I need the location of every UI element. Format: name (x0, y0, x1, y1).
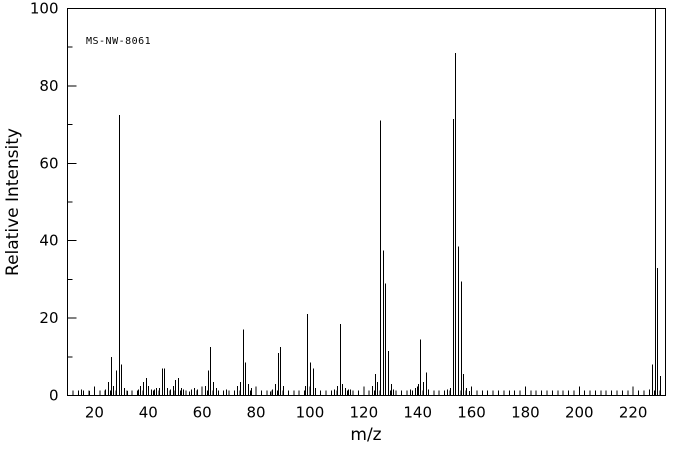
sample-id-label: MS-NW-8061 (86, 36, 151, 47)
x-tick-label: 220 (619, 404, 648, 422)
x-tick-label: 20 (85, 404, 104, 422)
y-tick-label: 100 (30, 0, 59, 18)
y-tick-label: 0 (49, 387, 59, 405)
y-axis-title: Relative Intensity (3, 128, 23, 276)
x-tick-label: 160 (457, 404, 486, 422)
y-tick-label: 40 (39, 232, 58, 250)
y-tick-label: 80 (39, 77, 58, 95)
x-tick-label: 60 (193, 404, 212, 422)
x-axis-title: m/z (350, 425, 381, 445)
y-tick-label: 20 (39, 309, 58, 327)
y-tick-label: 60 (39, 154, 58, 172)
x-tick-label: 40 (139, 404, 158, 422)
x-tick-label: 80 (247, 404, 266, 422)
x-tick-label: 140 (403, 404, 432, 422)
x-tick-label: 120 (349, 404, 378, 422)
x-tick-label: 200 (565, 404, 594, 422)
x-tick-label: 180 (511, 404, 540, 422)
x-tick-label: 100 (296, 404, 325, 422)
plot-frame (66, 7, 667, 397)
